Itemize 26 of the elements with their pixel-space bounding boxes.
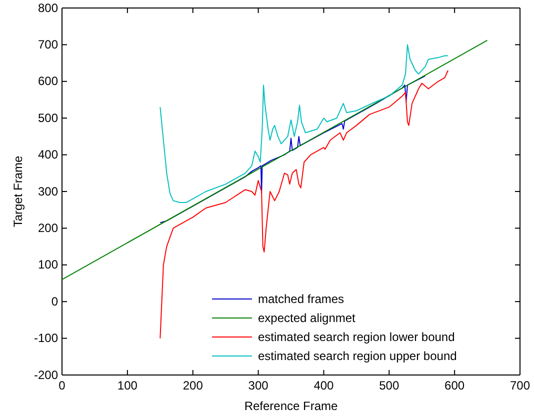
x-tick-label: 400 — [314, 378, 334, 393]
y-axis-title: Target Frame — [11, 156, 25, 228]
y-tick-label: 300 — [38, 184, 58, 198]
y-tick-label: 400 — [38, 148, 58, 162]
line-series — [160, 44, 449, 204]
y-tick-label: -100 — [34, 331, 58, 346]
x-tick-label: 100 — [117, 378, 138, 393]
y-tick-label: 0 — [51, 294, 58, 308]
legend-label: estimated search region upper bound — [258, 349, 457, 363]
y-tick-label: 800 — [38, 0, 58, 15]
legend-label: expected alignmet — [258, 311, 356, 325]
line-series — [160, 75, 426, 224]
legend-label: estimated search region lower bound — [258, 330, 455, 344]
y-tick-label: -200 — [34, 368, 58, 382]
x-axis-title: Reference Frame — [244, 399, 338, 413]
y-tick-label: 100 — [38, 258, 58, 272]
y-tick-label: 600 — [38, 74, 58, 88]
legend-label: matched frames — [258, 292, 344, 306]
x-tick-label: 500 — [379, 378, 400, 393]
x-tick-label: 600 — [444, 378, 465, 393]
y-tick-label: 500 — [38, 110, 58, 125]
x-tick-label: 700 — [510, 378, 530, 393]
y-tick-label: 200 — [38, 221, 58, 236]
x-tick-label: 300 — [248, 378, 269, 393]
y-tick-label: 700 — [38, 38, 58, 52]
x-tick-label: 200 — [182, 378, 204, 393]
